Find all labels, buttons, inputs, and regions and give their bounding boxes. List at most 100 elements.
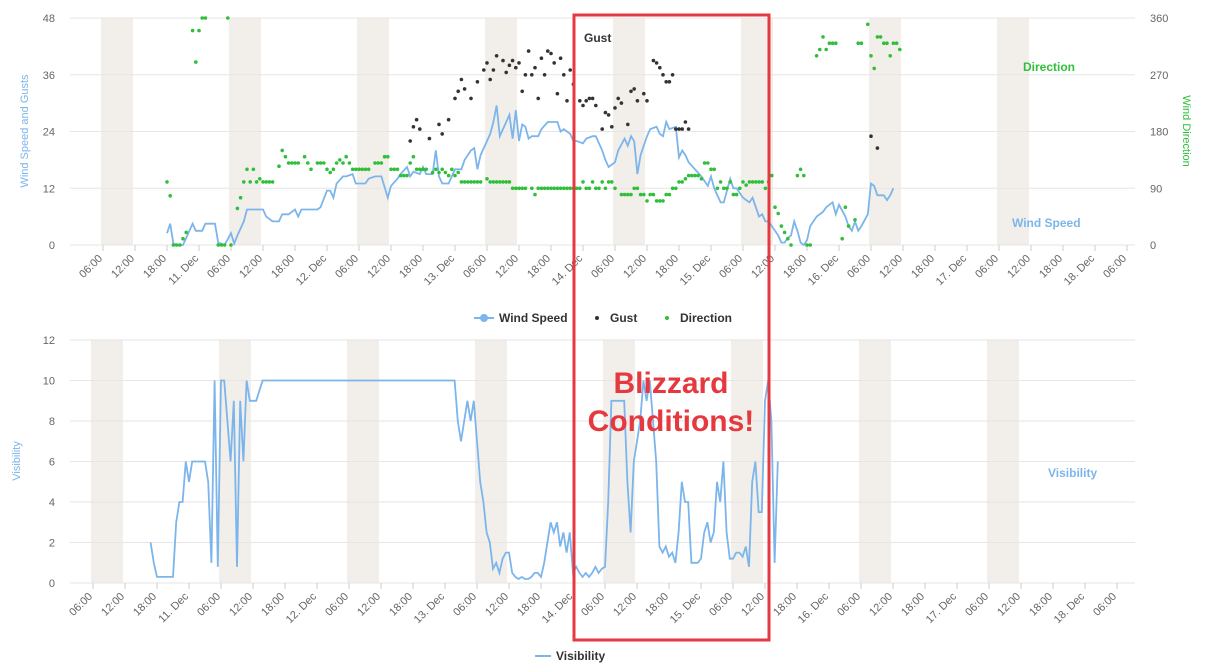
- legend-label-visibility: Visibility: [556, 649, 605, 663]
- direction-point: [574, 186, 579, 191]
- direction-point: [341, 161, 345, 165]
- direction-point: [178, 243, 182, 247]
- legend-item-visibility[interactable]: Visibility: [535, 649, 605, 663]
- y2-tick-label: 180: [1150, 127, 1168, 139]
- x-tick-label: 18:00: [387, 591, 415, 619]
- y-tick-label: 12: [43, 335, 55, 347]
- direction-point: [408, 161, 413, 165]
- gust-point: [667, 80, 672, 84]
- legend-item-direction[interactable]: Direction: [665, 311, 732, 325]
- direction-point: [536, 186, 540, 191]
- y-tick-label: 24: [43, 127, 55, 139]
- x-tick-label: 11. Dec: [156, 590, 191, 625]
- direction-point: [504, 180, 509, 184]
- gust-point: [677, 127, 681, 131]
- gust-point: [674, 127, 678, 131]
- gust-point: [533, 65, 537, 70]
- direction-point: [763, 186, 768, 191]
- direction-point: [702, 161, 707, 165]
- direction-point: [194, 60, 198, 64]
- direction-point: [824, 47, 828, 52]
- direction-point: [626, 192, 630, 197]
- direction-point: [856, 41, 860, 45]
- gust-point: [504, 70, 509, 75]
- gust-point: [488, 77, 493, 82]
- direction-point: [315, 161, 320, 165]
- direction-point: [242, 180, 246, 184]
- x-tick-label: 12:00: [877, 253, 905, 281]
- direction-point: [421, 167, 425, 172]
- gust-point: [613, 106, 617, 110]
- x-tick-label: 12:00: [99, 591, 127, 619]
- direction-point: [878, 35, 883, 39]
- x-tick-label: 16. Dec: [796, 590, 832, 626]
- x-tick-label: 15. Dec: [668, 590, 704, 626]
- gust-point: [686, 127, 691, 131]
- direction-point: [600, 180, 604, 184]
- gust-point: [565, 99, 569, 103]
- direction-point: [354, 167, 358, 172]
- wind-chart-right-axis-ticks: 0 90 180 270 360: [1150, 13, 1168, 252]
- direction-point: [843, 205, 848, 209]
- direction-point: [456, 170, 461, 175]
- x-tick-label: 12:00: [995, 591, 1023, 619]
- direction-point: [683, 177, 688, 181]
- x-tick-label: 12. Dec: [284, 590, 320, 626]
- gust-point: [616, 96, 620, 101]
- direction-point: [542, 186, 547, 191]
- direction-point: [853, 218, 857, 222]
- direction-point: [731, 192, 736, 197]
- direction-point: [229, 243, 233, 247]
- direction-point: [286, 161, 291, 165]
- direction-point: [520, 186, 524, 191]
- direction-point: [366, 167, 371, 172]
- gust-point: [494, 54, 499, 58]
- y-tick-label: 2: [49, 538, 55, 550]
- direction-point: [251, 167, 256, 172]
- visibility-series-label: Visibility: [1048, 466, 1097, 480]
- y-tick-label: 48: [43, 13, 55, 25]
- direction-point: [203, 16, 208, 20]
- direction-point: [610, 180, 614, 184]
- gust-point: [501, 58, 505, 63]
- direction-point: [434, 167, 438, 172]
- gust-point: [581, 103, 585, 108]
- gust-point: [491, 68, 496, 72]
- direction-point: [565, 186, 569, 191]
- direction-point: [776, 211, 780, 216]
- legend-item-wind-speed[interactable]: Wind Speed: [474, 311, 568, 325]
- direction-point: [690, 173, 694, 178]
- gust-point: [414, 117, 419, 122]
- x-tick-label: 06:00: [333, 253, 361, 281]
- direction-point: [587, 186, 592, 191]
- direction-point: [277, 164, 281, 168]
- gust-point: [578, 99, 582, 103]
- x-tick-label: 18:00: [269, 253, 297, 281]
- direction-point: [584, 186, 588, 191]
- direction-point: [882, 41, 886, 45]
- x-tick-label: 06:00: [323, 591, 351, 619]
- direction-point: [382, 154, 387, 159]
- y-tick-label: 4: [49, 497, 55, 509]
- direction-point: [264, 180, 269, 184]
- direction-point: [226, 16, 230, 20]
- direction-point: [325, 167, 329, 172]
- direction-point: [744, 183, 748, 187]
- direction-point: [869, 54, 873, 58]
- x-tick-label: 18:00: [259, 591, 287, 619]
- gust-point: [632, 87, 636, 91]
- direction-point: [459, 180, 464, 184]
- y2-tick-label: 90: [1150, 183, 1162, 195]
- x-tick-label: 12:00: [1005, 253, 1033, 281]
- gust-point: [670, 73, 675, 77]
- direction-point: [549, 186, 553, 191]
- gust-point: [446, 117, 451, 122]
- direction-point: [466, 180, 470, 184]
- direction-point: [216, 243, 220, 247]
- direction-point: [866, 22, 870, 27]
- gust-point: [654, 61, 659, 65]
- direction-point: [875, 35, 880, 39]
- legend-item-gust[interactable]: Gust: [595, 311, 637, 325]
